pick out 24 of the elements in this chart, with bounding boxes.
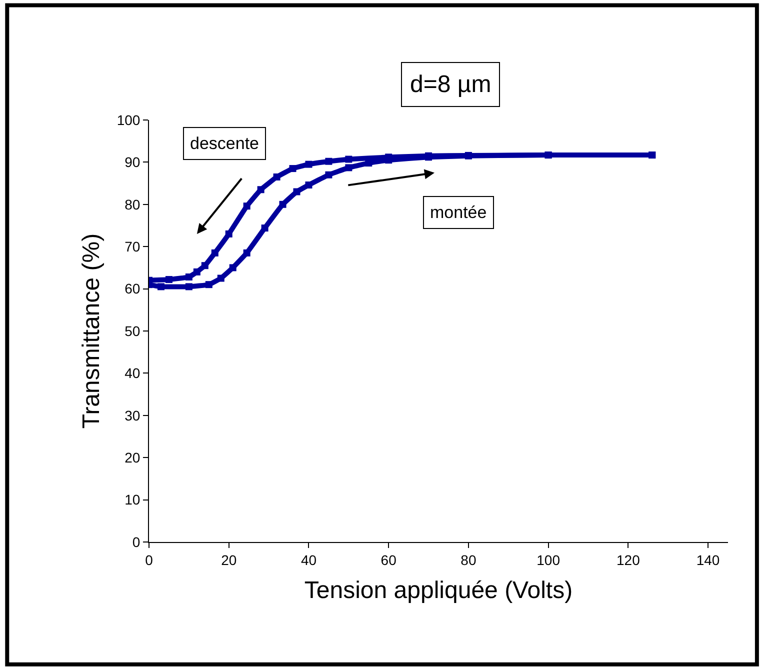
y-tick-label: 60 [124,280,140,297]
x-tick-label: 80 [460,552,476,568]
y-tick-label: 90 [124,154,140,170]
text: d=8 µm [410,71,492,98]
x-tick-label: 100 [536,552,560,568]
annotation: montée [430,203,487,222]
y-tick-label: 0 [132,534,140,550]
y-tick-label: 100 [116,112,140,128]
y-tick-label: 70 [124,238,140,254]
annotation: descente [190,134,259,153]
y-tick-label: 30 [124,407,140,424]
y-tick-label: 80 [124,196,140,212]
y-tick-label: 40 [124,365,140,382]
x-tick-label: 40 [300,552,317,568]
x-tick-label: 20 [221,552,237,568]
x-tick-label: 0 [145,552,154,568]
x-tick-label: 140 [696,552,720,568]
x-tick-label: 120 [616,552,640,568]
y-axis-title: Transmittance (%) [78,233,105,429]
y-tick-label: 10 [124,492,140,508]
y-tick-label: 20 [124,450,140,466]
x-tick-label: 60 [380,552,397,568]
y-tick-label: 50 [124,322,140,339]
x-axis-title: Tension appliquée (Volts) [304,577,573,604]
